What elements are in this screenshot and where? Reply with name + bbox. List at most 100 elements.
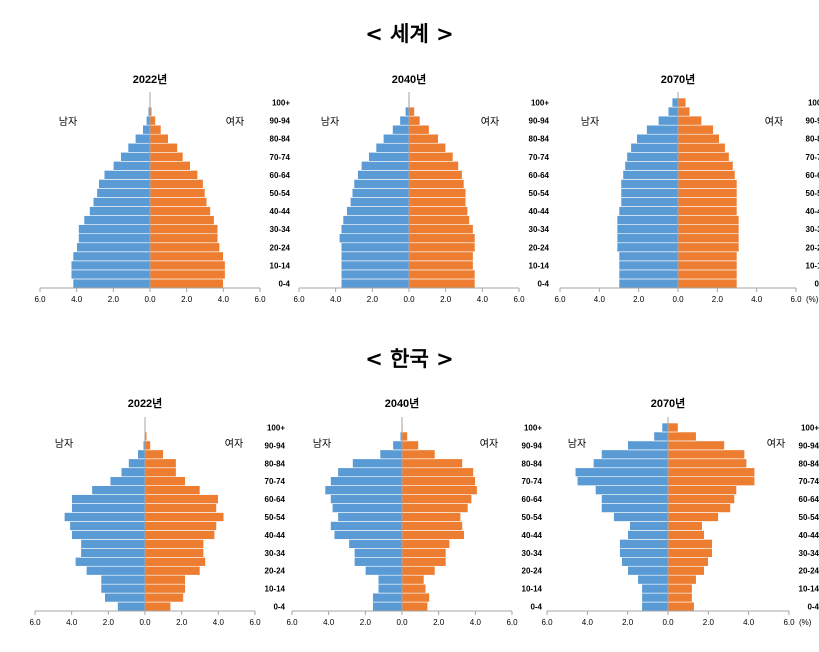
male-bar	[117, 601, 146, 612]
x-tick-label: 4.0	[71, 295, 83, 304]
male-bar	[613, 512, 669, 522]
female-bar	[667, 574, 697, 585]
female-bar	[408, 278, 476, 289]
female-bar	[667, 539, 713, 549]
female-bar	[667, 530, 705, 540]
male-bar	[627, 565, 669, 576]
male-bar	[636, 133, 679, 144]
male-label: 남자	[313, 438, 331, 450]
male-bar	[661, 422, 669, 433]
male-bar	[330, 476, 403, 486]
age-tick-label: 100+	[801, 423, 819, 432]
female-bar	[677, 97, 687, 108]
male-bar	[671, 97, 679, 108]
female-bar	[149, 170, 198, 180]
age-tick-label: 30-34	[799, 549, 819, 558]
age-tick-label: 80-84	[799, 459, 819, 468]
male-bar	[620, 197, 679, 207]
age-tick-label: 20-24	[806, 243, 819, 252]
male-bar	[98, 179, 151, 189]
female-bar	[408, 142, 446, 153]
male-bar	[616, 224, 679, 235]
male-bar	[618, 278, 679, 289]
female-bar	[149, 251, 224, 262]
female-bar	[667, 485, 737, 495]
age-tick-label: 50-54	[799, 513, 819, 522]
male-bar	[601, 449, 669, 460]
age-tick-label: 10-14	[799, 585, 819, 594]
x-tick-label: 2.0	[367, 295, 379, 304]
age-tick-label: 70-74	[265, 477, 286, 486]
male-bar	[142, 124, 151, 135]
x-tick-label: 0.0	[672, 295, 684, 304]
male-bar	[137, 449, 146, 460]
male-bar	[622, 170, 679, 180]
female-bar	[667, 512, 719, 522]
male-bar	[377, 574, 403, 585]
male-label: 남자	[568, 438, 586, 450]
female-bar	[144, 601, 171, 612]
x-tick-label: 0.0	[139, 618, 151, 627]
age-tick-label: 90-94	[522, 441, 543, 450]
male-bar	[619, 548, 669, 558]
male-bar	[69, 521, 146, 531]
age-tick-label: 30-34	[270, 225, 291, 234]
x-tick-label: 4.0	[594, 295, 606, 304]
female-bar	[401, 485, 478, 495]
male-bar	[618, 206, 679, 216]
female-bar	[401, 503, 469, 513]
female-bar	[401, 458, 463, 469]
female-bar	[144, 485, 201, 495]
x-tick-label: 2.0	[108, 295, 120, 304]
female-bar	[667, 601, 695, 612]
male-bar	[330, 494, 403, 504]
male-label: 남자	[581, 116, 599, 128]
age-tick-label: 80-84	[529, 135, 550, 144]
x-tick-label: 4.0	[218, 295, 230, 304]
female-bar	[408, 251, 474, 262]
x-tick-label: 6.0	[29, 618, 41, 627]
male-bar	[627, 440, 669, 451]
female-bar	[677, 188, 738, 198]
male-bar	[352, 458, 403, 469]
female-bar	[144, 539, 204, 549]
female-bar	[677, 179, 738, 189]
male-bar	[127, 142, 151, 153]
age-tick-label: 20-24	[522, 567, 543, 576]
male-bar	[146, 115, 151, 126]
male-bar	[71, 494, 146, 504]
female-bar	[144, 548, 204, 558]
male-bar	[80, 548, 146, 558]
female-bar	[677, 251, 738, 262]
female-bar	[408, 161, 459, 171]
x-tick-label: 6.0	[254, 295, 266, 304]
male-bar	[618, 251, 679, 262]
male-bar	[351, 188, 410, 198]
age-tick-label: 70-74	[522, 477, 543, 486]
female-label: 여자	[225, 438, 243, 450]
age-tick-label: 50-54	[529, 189, 550, 198]
age-tick-label: 0-4	[530, 603, 542, 612]
female-bar	[408, 170, 463, 180]
x-tick-label: 4.0	[751, 295, 763, 304]
age-tick-label: 10-14	[270, 261, 291, 270]
female-bar	[667, 476, 756, 486]
male-label: 남자	[321, 116, 339, 128]
x-tick-label: 2.0	[181, 295, 193, 304]
female-bar	[144, 449, 164, 460]
male-bar	[340, 260, 410, 271]
age-tick-label: 70-74	[799, 477, 819, 486]
age-tick-label: 40-44	[265, 531, 286, 540]
age-tick-label: 0-4	[814, 279, 819, 288]
male-bar	[72, 251, 151, 262]
female-bar	[677, 215, 740, 225]
female-bar	[401, 565, 436, 576]
male-bar	[626, 151, 679, 162]
female-bar	[401, 467, 474, 478]
female-bar	[401, 512, 461, 522]
male-bar	[70, 269, 151, 280]
age-tick-label: 60-64	[799, 495, 819, 504]
